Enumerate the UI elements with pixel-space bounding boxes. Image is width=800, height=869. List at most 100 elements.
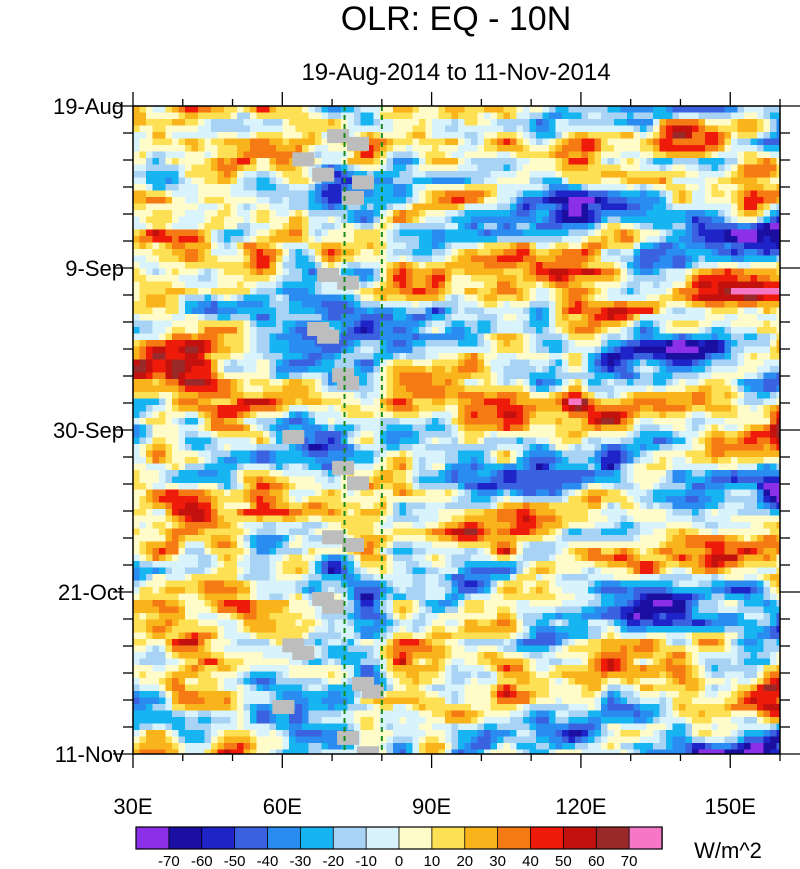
heatmap-cell — [750, 307, 758, 315]
heatmap-cell — [133, 184, 141, 192]
heatmap-cell — [776, 411, 780, 419]
heatmap-cell — [503, 249, 511, 257]
heatmap-cell — [653, 418, 661, 426]
heatmap-cell — [321, 119, 329, 127]
heatmap-cell — [744, 320, 752, 328]
heatmap-cell — [328, 288, 336, 296]
heatmap-cell — [659, 197, 667, 205]
heatmap-cell — [360, 301, 368, 309]
heatmap-cell — [575, 288, 583, 296]
heatmap-cell — [406, 359, 414, 367]
heatmap-cell — [406, 151, 414, 159]
heatmap-cell — [289, 184, 297, 192]
heatmap-cell — [549, 242, 557, 250]
heatmap-cell — [471, 190, 479, 198]
heatmap-cell — [438, 327, 446, 335]
heatmap-cell — [412, 242, 420, 250]
heatmap-cell — [601, 262, 609, 270]
heatmap-cell — [588, 314, 596, 322]
heatmap-cell — [594, 197, 602, 205]
heatmap-cell — [464, 320, 472, 328]
heatmap-cell — [269, 249, 277, 257]
heatmap-cell — [159, 301, 167, 309]
heatmap-cell — [744, 301, 752, 309]
heatmap-cell — [360, 340, 368, 348]
heatmap-cell — [705, 288, 713, 296]
heatmap-cell — [692, 145, 700, 153]
heatmap-cell — [185, 132, 193, 140]
heatmap-cell — [451, 346, 459, 354]
heatmap-cell — [757, 132, 765, 140]
heatmap-cell — [549, 177, 557, 185]
heatmap-cell — [276, 268, 284, 276]
heatmap-cell — [477, 314, 485, 322]
heatmap-cell — [770, 158, 778, 166]
heatmap-cell — [243, 372, 251, 380]
heatmap-cell — [516, 275, 524, 283]
heatmap-cell — [282, 197, 290, 205]
heatmap-cell — [705, 184, 713, 192]
heatmap-cell — [159, 229, 167, 237]
heatmap-cell — [295, 405, 303, 413]
heatmap-cell — [438, 424, 446, 432]
heatmap-cell — [367, 223, 375, 231]
heatmap-cell — [724, 242, 732, 250]
heatmap-cell — [289, 164, 297, 172]
heatmap-cell — [497, 288, 505, 296]
heatmap-cell — [146, 210, 154, 218]
heatmap-cell — [178, 216, 186, 224]
heatmap-cell — [692, 366, 700, 374]
heatmap-cell — [146, 216, 154, 224]
heatmap-cell — [698, 294, 706, 302]
heatmap-cell — [191, 359, 199, 367]
heatmap-cell — [380, 281, 388, 289]
heatmap-cell — [321, 314, 329, 322]
heatmap-cell — [659, 392, 667, 400]
heatmap-cell — [568, 385, 576, 393]
heatmap-cell — [204, 242, 212, 250]
heatmap-cell — [289, 145, 297, 153]
heatmap-cell — [607, 164, 615, 172]
heatmap-cell — [425, 294, 433, 302]
heatmap-cell — [412, 255, 420, 263]
heatmap-cell — [568, 203, 576, 211]
heatmap-cell — [237, 229, 245, 237]
heatmap-cell — [607, 307, 615, 315]
heatmap-cell — [614, 418, 622, 426]
heatmap-cell — [601, 314, 609, 322]
heatmap-cell — [555, 359, 563, 367]
heatmap-cell — [510, 398, 518, 406]
heatmap-cell — [451, 184, 459, 192]
heatmap-cell — [211, 405, 219, 413]
heatmap-cell — [445, 106, 453, 114]
heatmap-cell — [653, 359, 661, 367]
heatmap-cell — [763, 242, 771, 250]
heatmap-cell — [516, 268, 524, 276]
heatmap-cell — [146, 164, 154, 172]
heatmap-cell — [308, 145, 316, 153]
heatmap-cell — [633, 216, 641, 224]
heatmap-cell — [770, 106, 778, 114]
heatmap-cell — [146, 418, 154, 426]
heatmap-cell — [146, 301, 154, 309]
heatmap-cell — [425, 106, 433, 114]
heatmap-cell — [523, 216, 531, 224]
heatmap-cell — [614, 262, 622, 270]
heatmap-cell — [594, 333, 602, 341]
heatmap-cell — [679, 268, 687, 276]
heatmap-cell — [328, 223, 336, 231]
heatmap-cell — [178, 372, 186, 380]
heatmap-cell — [484, 301, 492, 309]
heatmap-cell — [185, 385, 193, 393]
heatmap-cell — [133, 307, 141, 315]
heatmap-cell — [152, 268, 160, 276]
heatmap-cell — [646, 405, 654, 413]
heatmap-cell — [594, 288, 602, 296]
heatmap-cell — [549, 392, 557, 400]
heatmap-cell — [302, 392, 310, 400]
heatmap-cell — [432, 392, 440, 400]
heatmap-cell — [484, 281, 492, 289]
heatmap-cell — [562, 392, 570, 400]
heatmap-cell — [367, 366, 375, 374]
heatmap-cell — [406, 340, 414, 348]
